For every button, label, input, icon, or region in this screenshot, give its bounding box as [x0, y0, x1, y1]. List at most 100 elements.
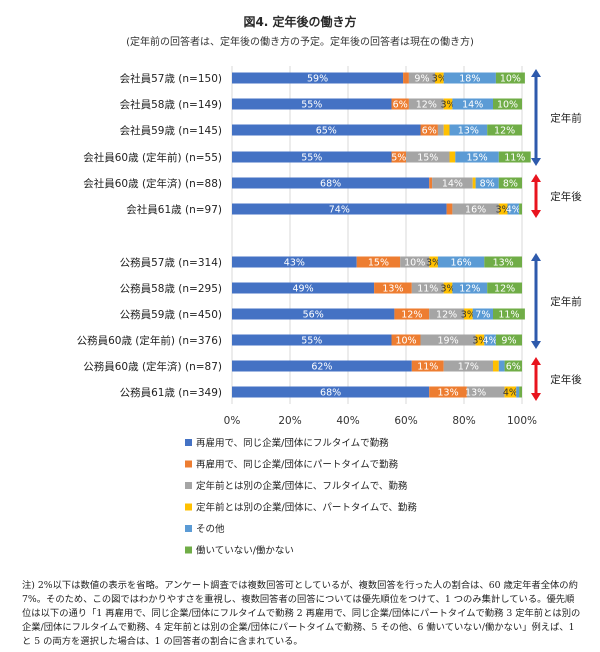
- bar-segment: [487, 124, 522, 136]
- bar-segment: [429, 177, 433, 189]
- data-label: 11%: [504, 153, 525, 164]
- bar-segment: [443, 98, 453, 110]
- bar-segment: [394, 308, 430, 320]
- category-label: 会社員61歳 (n=97): [126, 203, 222, 216]
- data-label: 12%: [494, 284, 515, 295]
- x-tick-label: 100%: [507, 415, 537, 427]
- bar-segment: [475, 177, 499, 189]
- bar-segment: [498, 151, 531, 163]
- bar-segment: [232, 334, 392, 346]
- data-label: 10%: [497, 100, 518, 111]
- data-label: 13%: [382, 284, 403, 295]
- bar-segment: [391, 98, 409, 110]
- data-label: 4%: [483, 336, 498, 347]
- legend-swatch: [185, 525, 192, 532]
- data-label: 12%: [459, 284, 480, 295]
- bar-segment: [452, 203, 499, 215]
- bar-segment: [484, 334, 496, 346]
- data-label: 12%: [401, 310, 422, 321]
- bar-segment: [498, 203, 508, 215]
- bar-segment: [429, 308, 464, 320]
- data-label: 9%: [501, 336, 516, 347]
- bar-segment: [411, 282, 444, 294]
- bar-segment: [356, 256, 401, 268]
- data-label: 12%: [436, 310, 457, 321]
- bracket-arrow-head: [531, 341, 541, 349]
- data-label: 8%: [503, 179, 518, 190]
- category-label: 会社員59歳 (n=145): [120, 124, 222, 137]
- data-label: 49%: [292, 284, 313, 295]
- bar-segment: [466, 386, 505, 398]
- data-label: 19%: [437, 336, 458, 347]
- group-label: 定年後: [550, 190, 582, 203]
- bracket-arrow-head: [531, 393, 541, 401]
- bar-segment: [446, 203, 453, 215]
- legend-entry: 再雇用で、同じ企業/団体にパートタイムで勤務: [196, 459, 399, 471]
- group-bracket: 定年後: [531, 174, 582, 218]
- data-label: 18%: [459, 74, 480, 85]
- bar-segment: [403, 72, 409, 84]
- bar-segment: [232, 282, 375, 294]
- bar-segment: [232, 124, 421, 136]
- bar-segment: [429, 256, 438, 268]
- data-label: 10%: [500, 74, 521, 85]
- bar-segment: [498, 360, 505, 372]
- category-label: 公務員57歳 (n=314): [120, 256, 222, 269]
- data-label: 6%: [393, 100, 408, 111]
- data-label: 16%: [465, 205, 486, 216]
- group-label: 定年後: [550, 373, 582, 386]
- data-label: 5%: [391, 153, 406, 164]
- bar-segment: [232, 360, 412, 372]
- group-bracket: 定年前: [531, 253, 582, 349]
- x-tick-label: 40%: [336, 415, 359, 427]
- bar-segment: [443, 124, 450, 136]
- legend-entry: 働いていない/働かない: [196, 545, 294, 557]
- data-label: 10%: [395, 336, 416, 347]
- bar-segment: [232, 98, 392, 110]
- legend-entry: 定年前とは別の企業/団体に、パートタイムで、勤務: [196, 502, 417, 514]
- bar-segment: [232, 203, 447, 215]
- bar-segment: [455, 151, 499, 163]
- category-label: 公務員60歳 (定年済) (n=87): [83, 360, 222, 373]
- bar-segment: [391, 334, 421, 346]
- bar-segment: [449, 151, 456, 163]
- bar-segment: [464, 308, 473, 320]
- bar-segment: [475, 334, 485, 346]
- data-label: 11%: [417, 362, 438, 373]
- legend-swatch: [185, 460, 192, 468]
- bar-segment: [420, 124, 438, 136]
- bar-segment: [408, 72, 435, 84]
- data-label: 8%: [480, 179, 495, 190]
- category-label: 公務員61歳 (n=349): [120, 386, 222, 399]
- bar-segment: [232, 256, 357, 268]
- bar-segment: [232, 151, 392, 163]
- bar-segment: [449, 124, 488, 136]
- legend-swatch: [185, 439, 192, 446]
- category-label: 会社員60歳 (定年済) (n=88): [83, 177, 222, 190]
- data-label: 6%: [422, 126, 437, 137]
- bar-segment: [495, 334, 522, 346]
- data-label: 15%: [466, 153, 487, 164]
- bar-segment: [420, 334, 476, 346]
- legend-swatch: [185, 482, 192, 489]
- bar-segment: [519, 203, 522, 215]
- data-label: 3%: [472, 336, 487, 347]
- data-label: 11%: [417, 284, 438, 295]
- bar-segment: [507, 203, 520, 215]
- data-label: 10%: [404, 258, 425, 269]
- data-label: 13%: [465, 388, 486, 399]
- data-label: 43%: [284, 258, 305, 269]
- data-label: 55%: [301, 100, 322, 111]
- data-label: 55%: [301, 336, 322, 347]
- chart-subtitle: (定年前の回答者は、定年後の働き方の予定。定年後の回答者は現在の働き方): [126, 35, 474, 48]
- bar-segment: [452, 98, 493, 110]
- data-label: 11%: [498, 310, 519, 321]
- bar-segment: [232, 308, 395, 320]
- bar-segment: [400, 256, 430, 268]
- bar-segment: [432, 177, 473, 189]
- data-label: 62%: [311, 362, 332, 373]
- data-label: 12%: [416, 100, 437, 111]
- data-label: 6%: [506, 362, 521, 373]
- data-label: 7%: [475, 310, 490, 321]
- chart-title: 図4. 定年後の働き方: [243, 14, 356, 29]
